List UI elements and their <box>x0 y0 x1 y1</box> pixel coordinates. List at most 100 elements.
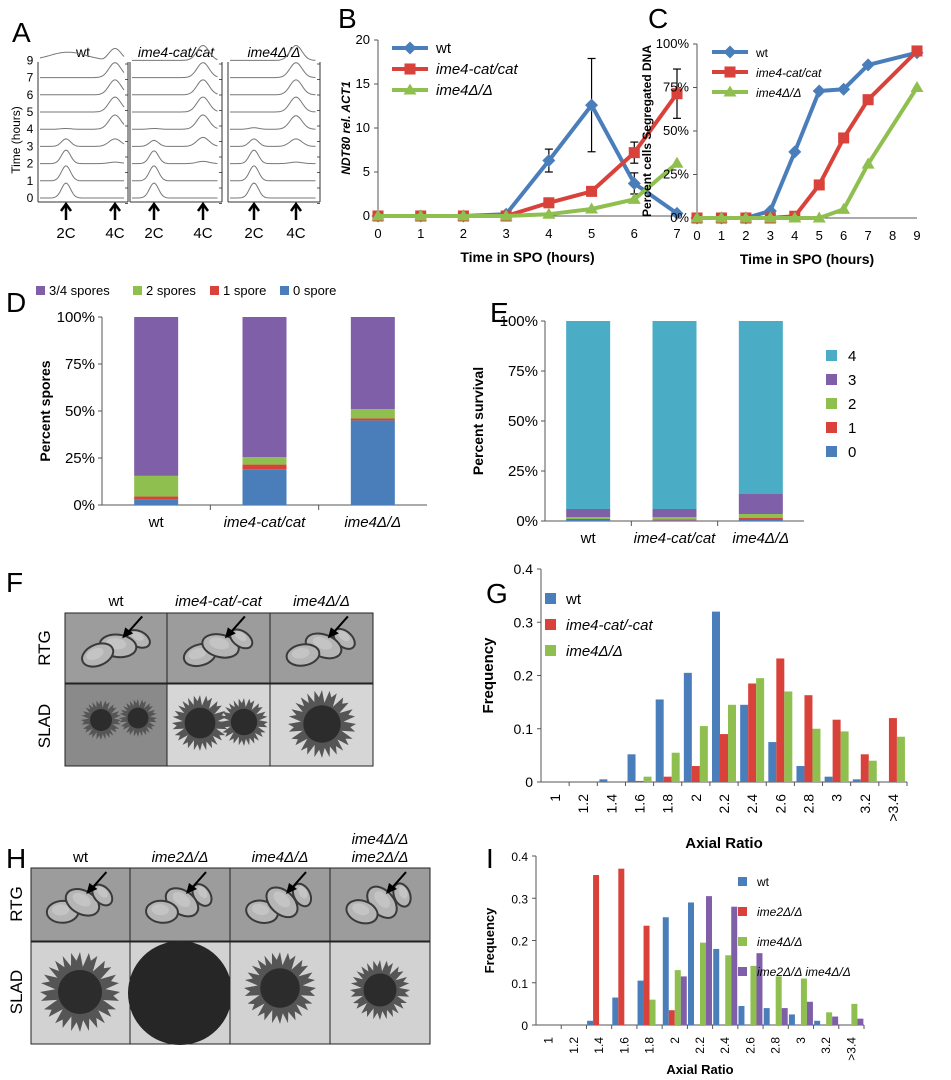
smooth-colony <box>128 941 232 1045</box>
y-tick-label: 0 <box>521 1019 528 1033</box>
bar <box>627 754 636 782</box>
square-marker <box>404 63 416 75</box>
flow-trace <box>132 62 218 79</box>
bar <box>671 752 680 782</box>
x-tick-label: 7 <box>864 228 871 243</box>
flow-trace <box>230 165 316 182</box>
cell-highlight <box>209 637 230 650</box>
flow-marker-label: 2C <box>56 225 75 242</box>
category-label: 2.2 <box>716 794 732 814</box>
square-marker <box>838 132 850 144</box>
y-tick-label: 75% <box>65 356 95 373</box>
cell-highlight <box>172 892 191 907</box>
triangle-marker <box>499 209 513 221</box>
micrograph-strain-label: wt <box>108 593 125 610</box>
x-tick-label: 5 <box>816 228 823 243</box>
flow-ylabel: Time (hours) <box>9 106 23 174</box>
stacked-bar-segment <box>350 418 395 421</box>
row-label-rtg: RTG <box>35 630 54 666</box>
x-axis-label: Axial Ratio <box>666 1062 733 1077</box>
square-marker <box>543 197 555 209</box>
square-marker <box>724 66 736 78</box>
flow-time-label: 9 <box>27 53 34 67</box>
legend-swatch <box>36 286 45 295</box>
bar <box>612 997 619 1025</box>
y-tick-label: 50% <box>508 413 538 430</box>
y-tick-label: 0 <box>525 774 533 790</box>
y-axis-label: Frequency <box>482 907 497 974</box>
legend-swatch <box>826 422 837 433</box>
series-line <box>378 161 679 218</box>
stacked-bar-segment <box>652 509 697 517</box>
flow-marker-label: 4C <box>193 225 212 242</box>
stacked-bar-segment <box>350 409 395 419</box>
legend-label: ime4-cat/-cat <box>566 617 654 634</box>
y-tick-label: 0.2 <box>514 668 534 684</box>
colony-core <box>303 705 341 743</box>
cell-highlight <box>273 891 291 908</box>
y-axis-label: Percent spores <box>37 360 53 461</box>
x-tick-label: 1 <box>417 226 424 241</box>
y-tick-label: 50% <box>65 403 95 420</box>
legend-swatch <box>738 967 747 976</box>
legend-swatch <box>826 350 837 361</box>
slad-colony-image <box>64 683 168 767</box>
stacked-bar-segment <box>566 321 611 509</box>
flow-strain-label: ime4-cat/cat <box>138 44 215 60</box>
bar <box>713 948 720 1025</box>
flow-trace <box>40 138 125 147</box>
x-tick-label: 3 <box>767 228 774 243</box>
legend-label: 1 <box>848 420 856 437</box>
panel-letter-I: I <box>486 843 494 874</box>
legend-label: 4 <box>848 348 856 365</box>
category-label: 1 <box>547 794 563 802</box>
legend-label: ime2Δ/Δ ime4Δ/Δ <box>757 965 851 979</box>
cell-highlight <box>338 630 350 642</box>
diamond-marker <box>627 176 641 190</box>
bar <box>852 779 861 782</box>
y-axis-label: NDT80 rel. ACT1 <box>339 81 353 175</box>
flow-trace <box>40 149 125 165</box>
bar <box>814 1020 821 1025</box>
category-label: ime4Δ/Δ <box>732 530 789 547</box>
square-marker <box>813 179 825 191</box>
legend-label: 0 spore <box>293 283 336 298</box>
row-label-slad: SLAD <box>7 970 26 1014</box>
cell-highlight <box>298 886 308 899</box>
stacked-bar-segment <box>242 457 287 465</box>
diamond-marker <box>723 45 737 59</box>
square-marker <box>671 88 683 100</box>
legend-swatch <box>545 645 556 656</box>
row-label-slad: SLAD <box>35 704 54 748</box>
x-tick-label: 0 <box>374 226 381 241</box>
cell-highlight <box>398 886 408 899</box>
square-marker <box>628 147 640 159</box>
triangle-marker <box>837 202 851 214</box>
y-tick-label: 50% <box>663 123 689 138</box>
slad-colony-image <box>30 941 131 1045</box>
legend-swatch <box>133 286 142 295</box>
cell-highlight <box>188 647 207 660</box>
cell-highlight <box>97 886 108 898</box>
legend-label: 0 <box>848 444 856 461</box>
y-tick-label: 25% <box>663 167 689 182</box>
flow-arrow-head <box>108 201 122 212</box>
triangle-marker <box>456 209 470 221</box>
y-axis-label: Frequency <box>480 637 497 714</box>
legend-swatch <box>210 286 219 295</box>
panel-letter-B: B <box>338 3 357 34</box>
y-tick-label: 0.1 <box>511 977 528 991</box>
y-tick-label: 5 <box>363 164 370 179</box>
bar <box>840 731 849 782</box>
flow-trace <box>40 62 125 79</box>
y-tick-label: 75% <box>508 363 538 380</box>
legend-label: ime2Δ/Δ <box>757 905 802 919</box>
triangle-marker <box>627 192 641 204</box>
colony-core <box>127 707 149 729</box>
bar <box>857 1018 864 1025</box>
cell-highlight <box>234 631 247 642</box>
y-tick-label: 25% <box>65 450 95 467</box>
micrograph-strain-label: ime4Δ/Δ <box>293 593 350 610</box>
colony-core <box>58 970 102 1014</box>
rtg-micrograph <box>129 867 231 942</box>
